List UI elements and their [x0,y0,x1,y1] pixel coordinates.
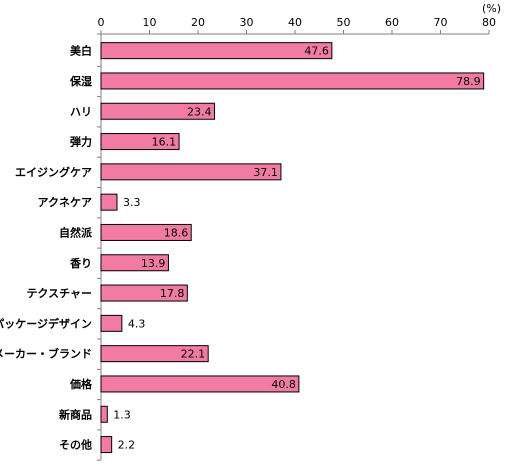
unit-label: (%) [482,2,501,15]
data-label: 3.3 [123,196,141,209]
bar [100,375,300,393]
x-tick-label: 80 [482,16,496,29]
x-tick-label: 70 [434,16,448,29]
category-labels: 美白保湿ハリ弾力エイジングケアアクネケア自然派香りテクスチャーパッケージデザイン… [0,44,93,452]
x-tick-label: 30 [240,16,254,29]
category-label: アクネケア [38,196,92,209]
category-label: 価格 [69,377,93,391]
bar [100,223,192,241]
x-tick-label: 50 [337,16,351,29]
category-label: 自然派 [59,225,93,239]
bar [100,436,113,454]
x-tick-label: 40 [288,16,302,29]
bar [100,42,333,60]
bar [100,405,108,423]
x-tick-label: 10 [143,16,157,29]
data-label: 13.9 [141,257,166,270]
bar [100,193,118,211]
bar [100,284,188,302]
category-label: 新商品 [59,407,92,421]
data-label: 16.1 [152,136,177,149]
bar [100,133,180,151]
x-tick-label: 60 [385,16,399,29]
data-label: 1.3 [113,408,130,421]
category-label: 弾力 [70,135,92,149]
bar [100,254,169,272]
category-label: ハリ [70,105,92,118]
bar [100,72,485,90]
x-tick-label: 20 [191,16,205,29]
value-labels: 47.6 78.9 23.4 16.1 37.1 3.3 18.6 13.9 17.8 4.3 22… [113,45,480,452]
category-label: エイジングケア [15,165,92,179]
data-label: 23.4 [187,105,212,118]
data-label: 22.1 [181,348,206,361]
data-label: 47.6 [304,45,329,58]
bar [100,314,123,332]
category-label: パッケージデザイン [0,316,92,330]
data-label: 17.8 [160,287,185,300]
category-label: その他 [59,438,92,452]
data-label: 37.1 [253,166,278,179]
bar [100,102,215,120]
bar [100,345,209,363]
data-label: 18.6 [164,226,189,239]
category-label: メーカー・ブランド [0,347,92,361]
data-label: 78.9 [456,75,481,88]
category-label: テクスチャー [26,287,92,300]
data-label: 2.2 [118,439,136,452]
bar [100,163,282,181]
category-label: 美白 [70,44,92,58]
category-label: 香り [69,256,92,270]
category-label: 保湿 [69,74,92,88]
data-label: 40.8 [271,378,296,391]
bars [100,42,485,454]
data-label: 4.3 [128,317,146,330]
x-axis: 0 10 20 30 40 50 60 70 80 [97,16,496,461]
x-tick-label: 0 [98,16,105,29]
